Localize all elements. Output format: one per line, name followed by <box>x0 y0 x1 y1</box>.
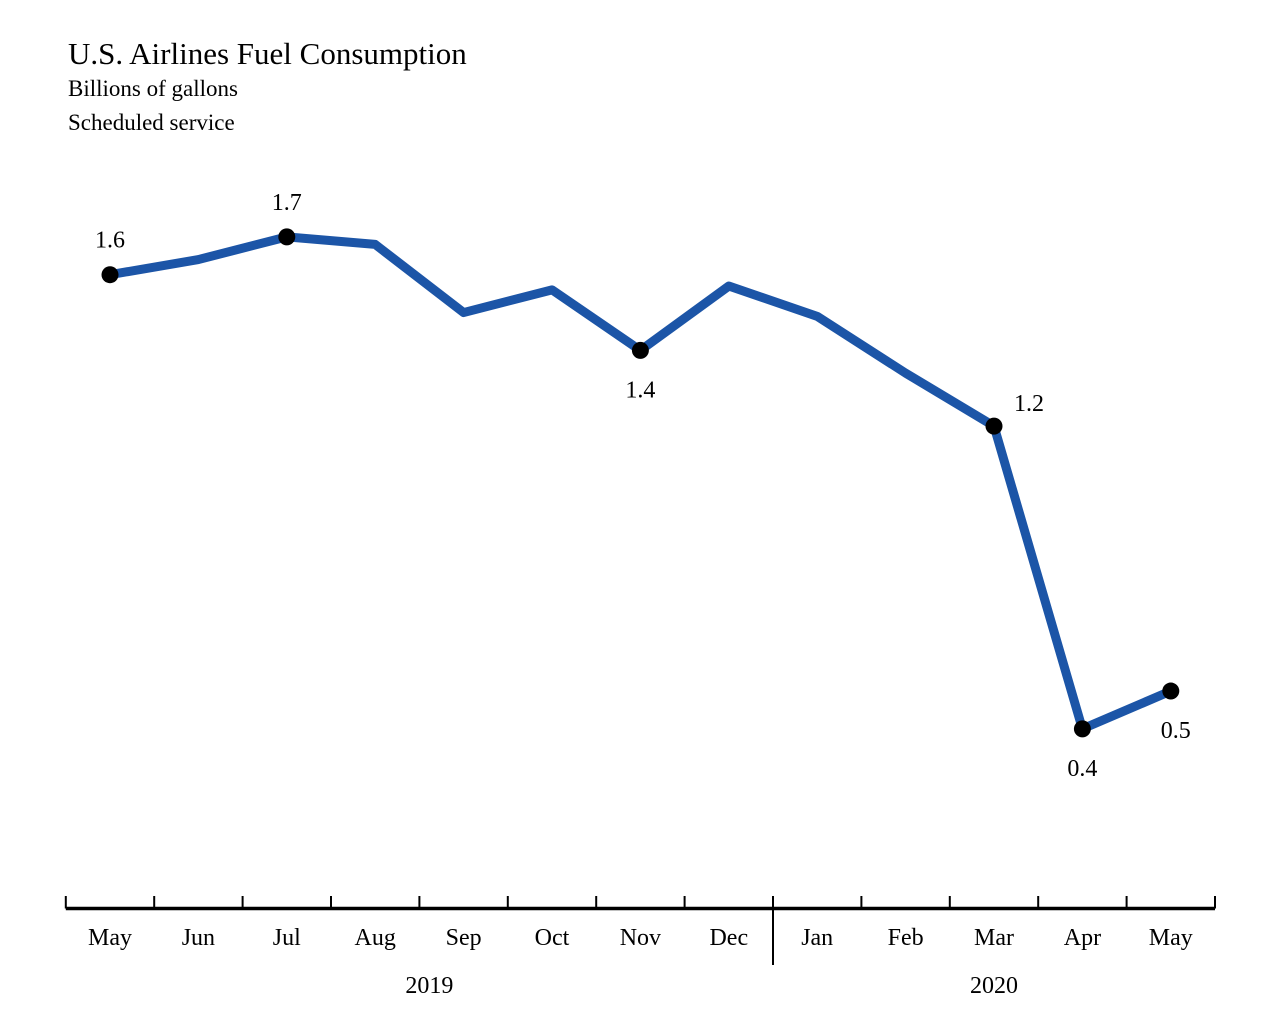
x-tick-label: Oct <box>535 925 570 951</box>
data-point-label: 0.5 <box>1161 718 1191 744</box>
x-tick-label: May <box>88 925 132 951</box>
chart-header: U.S. Airlines Fuel Consumption Billions … <box>68 36 467 140</box>
chart-title: U.S. Airlines Fuel Consumption <box>68 36 467 71</box>
data-point-marker <box>278 228 296 246</box>
data-point-marker <box>631 341 649 359</box>
x-tick-label: Mar <box>974 925 1014 951</box>
data-point-label: 1.4 <box>625 377 655 403</box>
data-point-marker <box>985 417 1003 435</box>
x-tick-label: Apr <box>1064 925 1101 951</box>
x-tick-label: Aug <box>355 925 396 951</box>
x-tick-label: Jan <box>801 925 833 951</box>
data-point-marker <box>1073 720 1091 738</box>
year-label: 2020 <box>970 973 1018 999</box>
data-point-marker <box>1162 682 1180 700</box>
fuel-consumption-line <box>105 232 1176 734</box>
data-point-label: 0.4 <box>1067 756 1097 782</box>
data-point-label: 1.7 <box>272 190 302 216</box>
x-tick-label: Jun <box>182 925 215 951</box>
data-point-label: 1.6 <box>95 228 125 254</box>
x-tick-label: Nov <box>620 925 661 951</box>
x-tick-label: Feb <box>888 925 924 951</box>
data-point-label: 1.2 <box>1014 391 1044 417</box>
x-tick-label: Sep <box>446 925 482 951</box>
chart-subtitle-note: Scheduled service <box>68 109 235 135</box>
x-tick-label: Dec <box>709 925 748 951</box>
x-tick-label: Jul <box>273 925 301 951</box>
data-point-marker <box>101 266 119 284</box>
x-tick-label: May <box>1149 925 1193 951</box>
year-label: 2019 <box>405 973 453 999</box>
chart-subtitle-units: Billions of gallons <box>68 75 238 101</box>
